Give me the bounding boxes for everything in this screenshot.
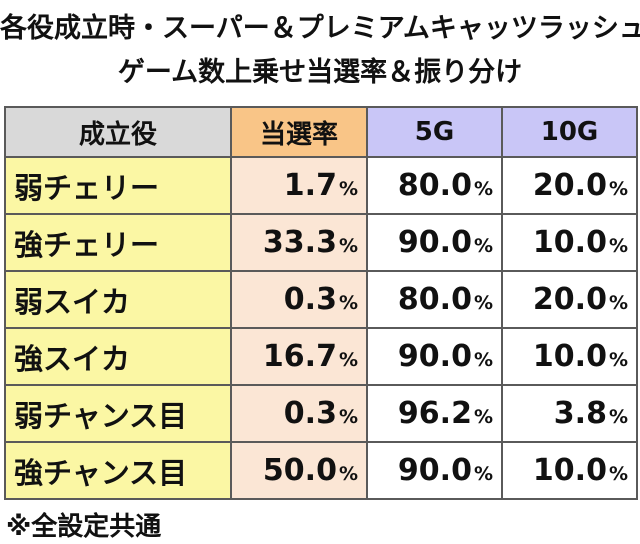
header-10g: 10G <box>501 106 638 158</box>
rate-value: 33.3 <box>262 225 337 260</box>
5g-value: 96.2 <box>397 396 472 431</box>
row-rate: 33.3% <box>230 213 368 272</box>
rate-value: 16.7 <box>262 339 337 374</box>
header-yaku: 成立役 <box>4 106 232 158</box>
table-row: 強スイカ 16.7% 90.0% 10.0% <box>4 327 638 386</box>
table-row: 強チェリー 33.3% 90.0% 10.0% <box>4 213 638 272</box>
page-subtitle: ゲーム数上乗せ当選率＆振り分け <box>117 57 523 88</box>
percent-sign: % <box>608 292 628 314</box>
percent-sign: % <box>473 235 493 257</box>
row-5g: 96.2% <box>366 384 503 443</box>
row-rate: 50.0% <box>230 441 368 500</box>
row-5g: 90.0% <box>366 213 503 272</box>
row-yaku: 強チェリー <box>4 213 232 272</box>
row-yaku: 弱チャンス目 <box>4 384 232 443</box>
row-rate: 1.7% <box>230 156 368 215</box>
5g-value: 90.0 <box>397 453 472 488</box>
table-row: 強チャンス目 50.0% 90.0% 10.0% <box>4 441 638 500</box>
percent-sign: % <box>473 349 493 371</box>
rate-value: 0.3 <box>283 282 337 317</box>
percent-sign: % <box>608 406 628 428</box>
row-yaku: 弱チェリー <box>4 156 232 215</box>
header-5g: 5G <box>366 106 503 158</box>
10g-value: 10.0 <box>532 339 607 374</box>
rate-value: 0.3 <box>283 396 337 431</box>
table-header-row: 成立役 当選率 5G 10G <box>4 106 638 158</box>
5g-value: 80.0 <box>397 168 472 203</box>
5g-value: 90.0 <box>397 339 472 374</box>
row-10g: 3.8% <box>501 384 638 443</box>
row-10g: 10.0% <box>501 213 638 272</box>
percent-sign: % <box>608 463 628 485</box>
row-5g: 90.0% <box>366 441 503 500</box>
row-10g: 20.0% <box>501 156 638 215</box>
percent-sign: % <box>608 235 628 257</box>
allocation-table: 成立役 当選率 5G 10G 弱チェリー 1.7% 80.0% 20.0% 強チ… <box>4 106 638 500</box>
row-10g: 10.0% <box>501 441 638 500</box>
percent-sign: % <box>473 406 493 428</box>
row-5g: 80.0% <box>366 156 503 215</box>
row-rate: 0.3% <box>230 384 368 443</box>
5g-value: 80.0 <box>397 282 472 317</box>
row-10g: 10.0% <box>501 327 638 386</box>
percent-sign: % <box>338 463 358 485</box>
10g-value: 20.0 <box>532 282 607 317</box>
table-row: 弱チェリー 1.7% 80.0% 20.0% <box>4 156 638 215</box>
percent-sign: % <box>608 349 628 371</box>
row-yaku: 弱スイカ <box>4 270 232 329</box>
row-5g: 90.0% <box>366 327 503 386</box>
row-rate: 0.3% <box>230 270 368 329</box>
percent-sign: % <box>338 235 358 257</box>
percent-sign: % <box>338 349 358 371</box>
rate-value: 1.7 <box>283 168 337 203</box>
percent-sign: % <box>608 178 628 200</box>
row-yaku: 強スイカ <box>4 327 232 386</box>
percent-sign: % <box>338 406 358 428</box>
rate-value: 50.0 <box>262 453 337 488</box>
percent-sign: % <box>473 463 493 485</box>
percent-sign: % <box>338 292 358 314</box>
10g-value: 3.8 <box>553 396 607 431</box>
header-rate: 当選率 <box>230 106 368 158</box>
table-row: 弱スイカ 0.3% 80.0% 20.0% <box>4 270 638 329</box>
row-yaku: 強チャンス目 <box>4 441 232 500</box>
10g-value: 10.0 <box>532 453 607 488</box>
page-title: 各役成立時・スーパー＆プレミアムキャッツラッシュ <box>0 13 640 44</box>
row-rate: 16.7% <box>230 327 368 386</box>
row-10g: 20.0% <box>501 270 638 329</box>
footnote: ※全設定共通 <box>6 512 162 542</box>
percent-sign: % <box>473 178 493 200</box>
percent-sign: % <box>473 292 493 314</box>
row-5g: 80.0% <box>366 270 503 329</box>
percent-sign: % <box>338 178 358 200</box>
10g-value: 10.0 <box>532 225 607 260</box>
10g-value: 20.0 <box>532 168 607 203</box>
5g-value: 90.0 <box>397 225 472 260</box>
table-row: 弱チャンス目 0.3% 96.2% 3.8% <box>4 384 638 443</box>
